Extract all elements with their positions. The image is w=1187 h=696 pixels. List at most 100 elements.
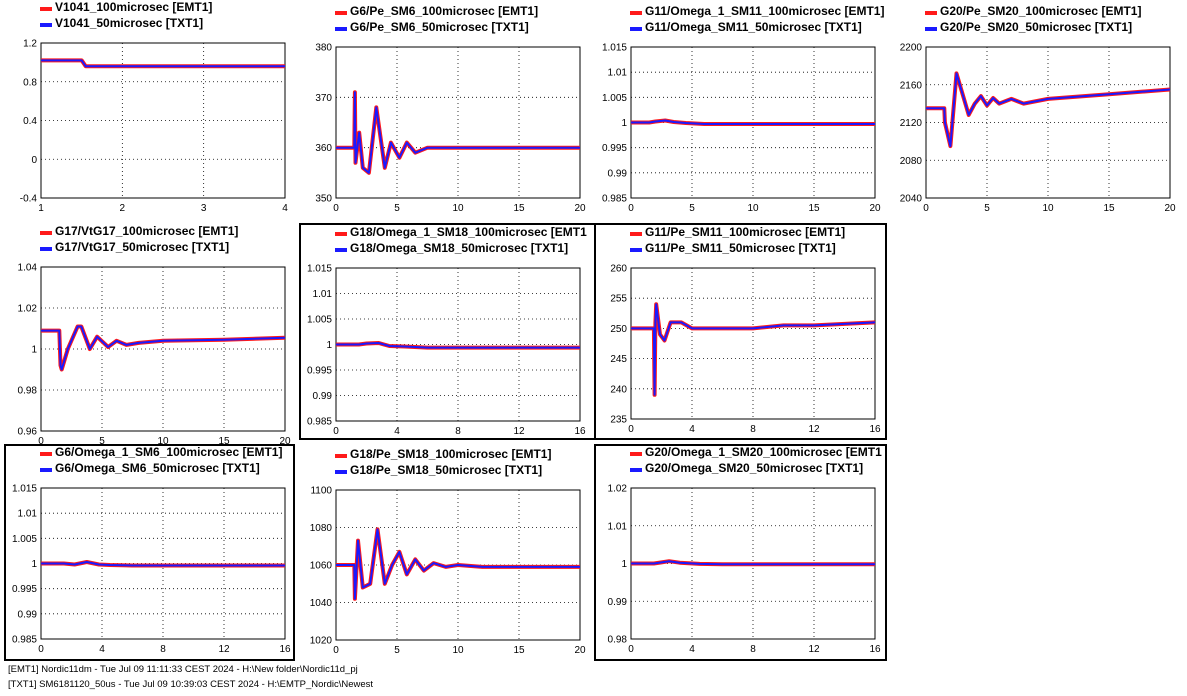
x-tick-label: 5 — [689, 203, 695, 214]
y-tick-label: 0.99 — [608, 597, 628, 608]
legend-label: G17/VtG17_100microsec [EMT1] — [55, 224, 238, 238]
x-tick-label: 0 — [923, 203, 929, 214]
legend-swatch-emt — [40, 452, 52, 456]
x-tick-label: 4 — [99, 644, 105, 655]
series-line-txt — [41, 59, 285, 68]
x-tick-label: 16 — [574, 426, 586, 437]
x-tick-label: 12 — [808, 644, 820, 655]
legend-label: G11/Pe_SM11_50microsec [TXT1] — [645, 241, 836, 255]
x-tick-label: 15 — [513, 203, 525, 214]
x-tick-label: 20 — [279, 436, 291, 447]
selected-panel-frame — [594, 444, 887, 661]
legend-label: G20/Pe_SM20_50microsec [TXT1] — [940, 20, 1132, 34]
chart-panel: G6/Pe_SM6_100microsec [EMT1] G6/Pe_SM6_50… — [315, 4, 586, 214]
x-tick-label: 12 — [513, 426, 525, 437]
y-tick-label: 0.985 — [307, 417, 332, 428]
y-tick-label: 2120 — [900, 118, 923, 129]
legend-swatch-txt — [630, 27, 642, 31]
x-tick-label: 15 — [1103, 203, 1115, 214]
y-tick-label: 1 — [31, 345, 37, 356]
y-tick-label: 1.01 — [608, 68, 628, 79]
legend-label: G17/VtG17_50microsec [TXT1] — [55, 240, 229, 254]
x-tick-label: 0 — [628, 424, 634, 435]
legend-swatch-txt — [40, 468, 52, 472]
x-tick-label: 8 — [160, 644, 166, 655]
chart-panel: V1041_100microsec [EMT1] V1041_50microsec… — [20, 0, 288, 214]
x-tick-label: 10 — [452, 645, 464, 656]
legend-label: G18/Pe_SM18_100microsec [EMT1] — [350, 447, 551, 461]
y-tick-label: 260 — [610, 264, 627, 275]
legend-swatch-txt — [925, 27, 937, 31]
x-tick-label: 10 — [452, 203, 464, 214]
x-tick-label: 8 — [455, 426, 461, 437]
series-line-txt — [631, 303, 876, 396]
y-tick-label: 0.995 — [307, 366, 332, 377]
x-tick-label: 12 — [218, 644, 230, 655]
y-tick-label: 0.985 — [602, 194, 627, 205]
y-tick-label: 1.02 — [18, 304, 38, 315]
y-tick-label: 370 — [315, 93, 332, 104]
legend-label: G6/Pe_SM6_50microsec [TXT1] — [350, 20, 529, 34]
x-tick-label: 0 — [628, 644, 634, 655]
legend-label: G6/Omega_SM6_50microsec [TXT1] — [55, 461, 260, 475]
legend-label: V1041_100microsec [EMT1] — [55, 0, 212, 14]
x-tick-label: 5 — [99, 436, 105, 447]
y-tick-label: 1.01 — [18, 509, 38, 520]
chart-panel: G6/Omega_1_SM6_100microsec [EMT1] G6/Omeg… — [4, 444, 295, 661]
selected-panel-frame — [4, 444, 295, 661]
x-tick-label: 0 — [38, 644, 44, 655]
x-tick-label: 4 — [282, 203, 288, 214]
series-line-txt — [926, 72, 1171, 148]
y-tick-label: 250 — [610, 324, 627, 335]
y-tick-label: 1.005 — [12, 534, 37, 545]
y-tick-label: 350 — [315, 194, 332, 205]
y-tick-label: 0.985 — [12, 635, 37, 646]
y-tick-label: 1 — [326, 340, 332, 351]
x-tick-label: 4 — [689, 424, 695, 435]
series-line-txt — [41, 325, 286, 371]
selected-panel-frame — [594, 223, 887, 440]
chart-panel: G20/Pe_SM20_100microsec [EMT1] G20/Pe_SM2… — [900, 4, 1176, 214]
x-tick-label: 0 — [38, 436, 44, 447]
legend-swatch-emt — [630, 452, 642, 456]
y-tick-label: 1.01 — [313, 289, 333, 300]
legend-label: G18/Omega_1_SM18_100microsec [EMT1 — [350, 225, 587, 239]
x-tick-label: 20 — [1164, 203, 1176, 214]
y-tick-label: 0.4 — [23, 116, 37, 127]
legend-label: G18/Pe_SM18_50microsec [TXT1] — [350, 463, 542, 477]
legend-label: G20/Omega_1_SM20_100microsec [EMT1 — [645, 445, 882, 459]
series-line-txt — [336, 528, 580, 600]
x-tick-label: 5 — [394, 645, 400, 656]
y-tick-label: 1.01 — [608, 521, 628, 532]
y-tick-label: 255 — [610, 294, 627, 305]
x-tick-label: 10 — [1042, 203, 1054, 214]
legend-swatch-txt — [40, 23, 52, 27]
x-tick-label: 4 — [689, 644, 695, 655]
x-tick-label: 3 — [201, 203, 207, 214]
legend-swatch-emt — [925, 11, 937, 15]
legend-label: G6/Omega_1_SM6_100microsec [EMT1] — [55, 445, 282, 459]
legend-label: G11/Omega_SM11_50microsec [TXT1] — [645, 20, 862, 34]
x-tick-label: 16 — [279, 644, 291, 655]
series-line-txt — [631, 560, 875, 566]
y-tick-label: 1.2 — [23, 39, 37, 50]
x-tick-label: 15 — [808, 203, 820, 214]
legend-swatch-emt — [630, 232, 642, 236]
y-tick-label: 2160 — [900, 80, 923, 91]
legend-label: G18/Omega_SM18_50microsec [TXT1] — [350, 241, 568, 255]
y-tick-label: 0.98 — [608, 635, 628, 646]
y-tick-label: 1.015 — [602, 43, 627, 54]
x-tick-label: 1 — [38, 203, 44, 214]
y-tick-label: 235 — [610, 415, 627, 426]
x-tick-label: 20 — [574, 645, 586, 656]
y-tick-label: 2040 — [900, 194, 923, 205]
chart-panel: G17/VtG17_100microsec [EMT1] G17/VtG17_50… — [18, 224, 291, 447]
legend-swatch-txt — [335, 470, 347, 474]
legend-label: G20/Pe_SM20_100microsec [EMT1] — [940, 4, 1141, 18]
x-tick-label: 15 — [513, 645, 525, 656]
x-tick-label: 0 — [333, 426, 339, 437]
legend-swatch-emt — [335, 11, 347, 15]
series-line-txt — [336, 342, 580, 349]
y-tick-label: 1100 — [310, 486, 332, 497]
